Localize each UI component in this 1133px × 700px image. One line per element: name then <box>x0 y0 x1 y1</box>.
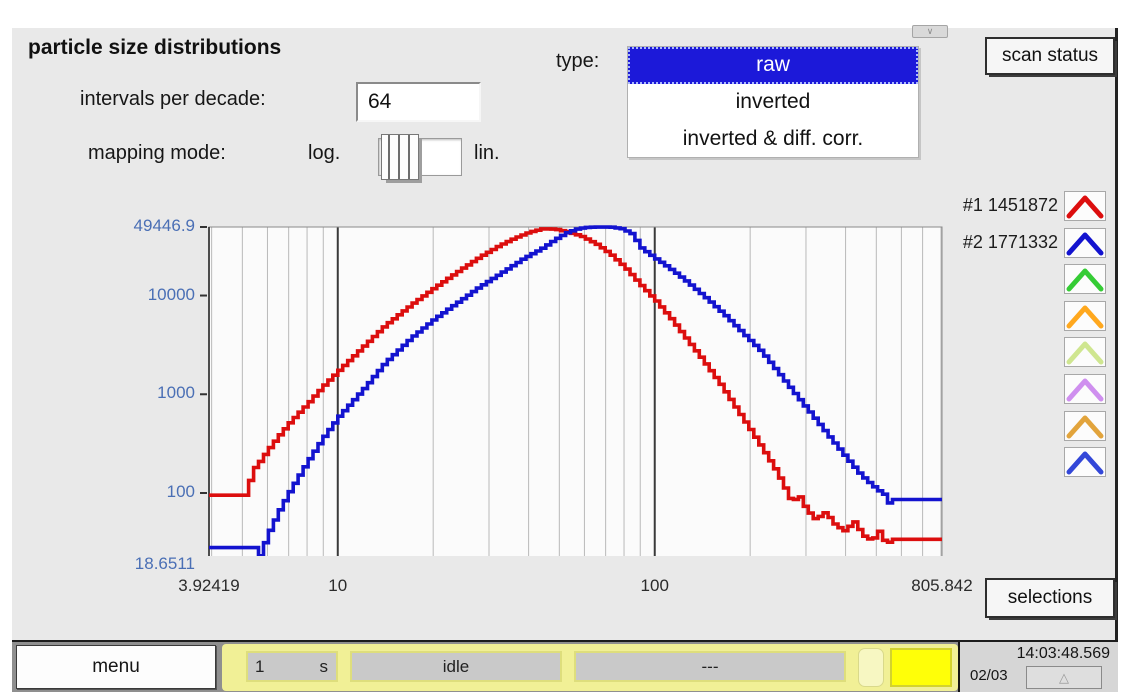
chevron-icon <box>1066 268 1104 292</box>
mapping-log-label: log. <box>308 142 341 164</box>
status-field: idle <box>350 651 562 682</box>
mapping-lin-label: lin. <box>474 142 500 164</box>
legend-curve-slot-6[interactable] <box>1064 374 1106 404</box>
type-label: type: <box>556 50 600 72</box>
interval-field: 1 s <box>246 651 338 682</box>
status-panel: 1 s idle --- <box>222 644 958 691</box>
legend-entry-label-2: #2 1771332 <box>962 231 1058 252</box>
mapping-mode-toggle[interactable] <box>378 134 462 180</box>
y-tick-label: 18.6511 <box>134 554 195 573</box>
legend-curve-slot-3[interactable] <box>1064 264 1106 295</box>
type-listbox: raw inverted inverted & diff. corr. <box>627 46 919 158</box>
curve-#2 <box>209 225 942 558</box>
chart-area <box>190 196 954 574</box>
chevron-icon <box>1066 305 1104 329</box>
interval-unit: s <box>319 657 329 676</box>
page-title: particle size distributions <box>28 36 282 59</box>
interval-value: 1 <box>255 657 265 676</box>
menu-button[interactable]: menu <box>16 645 216 689</box>
y-tick-label: 49446.9 <box>133 216 195 235</box>
y-tick-label: 1000 <box>157 383 195 403</box>
particle-size-chart <box>200 225 943 574</box>
legend-entry-label-1: #1 1451872 <box>962 195 1058 215</box>
x-tick-label: 10 <box>328 576 348 595</box>
x-tick-label: 805.842 <box>911 576 973 595</box>
scan-status-button[interactable]: scan status <box>985 37 1115 75</box>
message-field: --- <box>574 651 846 682</box>
chevron-icon <box>1066 341 1104 365</box>
type-option-inverted[interactable]: inverted <box>735 90 811 113</box>
scroll-handle[interactable] <box>858 648 884 687</box>
scroll-up-button[interactable]: △ <box>1026 666 1102 689</box>
plot-background <box>209 227 942 565</box>
legend-curve-slot-7[interactable] <box>1064 410 1106 441</box>
legend-curve-slot-1[interactable] <box>1064 191 1106 221</box>
intervals-per-decade-label: intervals per decade: <box>80 88 266 110</box>
x-tick-label: 100 <box>640 576 669 595</box>
intervals-per-decade-input[interactable] <box>356 82 481 122</box>
clock-panel: 14:03:48.569 02/03 △ <box>958 642 1118 692</box>
chevron-icon <box>1066 415 1104 439</box>
y-tick-label: 10000 <box>147 284 195 304</box>
toggle-handle[interactable] <box>381 134 419 180</box>
main-panel: particle size distributions intervals pe… <box>12 25 1118 692</box>
chevron-icon <box>1066 378 1104 402</box>
chevron-icon <box>1066 232 1104 256</box>
type-option-raw[interactable]: raw <box>628 47 918 84</box>
time-value: 14:03:48.569 <box>1016 645 1110 662</box>
chevron-icon <box>1066 451 1104 475</box>
legend-curve-slot-2[interactable] <box>1064 227 1106 258</box>
legend-curve-slot-5[interactable] <box>1064 337 1106 368</box>
indicator-box <box>890 648 952 687</box>
selections-button[interactable]: selections <box>985 578 1115 618</box>
legend-curve-slot-8[interactable] <box>1064 447 1106 478</box>
chevron-icon <box>1066 195 1104 219</box>
legend-curve-slot-4[interactable] <box>1064 300 1106 331</box>
type-option-inverted-diff-corr-[interactable]: inverted & diff. corr. <box>682 127 864 150</box>
status-bar: menu 1 s idle --- 14:03:48.569 02/03 △ <box>12 640 1118 692</box>
mapping-mode-label: mapping mode: <box>88 142 226 164</box>
curve-#1 <box>209 227 942 544</box>
scroll-down-stub-button[interactable]: ∨ <box>912 25 948 38</box>
date-value: 02/03 <box>970 667 1008 684</box>
y-tick-label: 100 <box>166 481 195 501</box>
x-tick-label: 3.92419 <box>178 576 240 595</box>
